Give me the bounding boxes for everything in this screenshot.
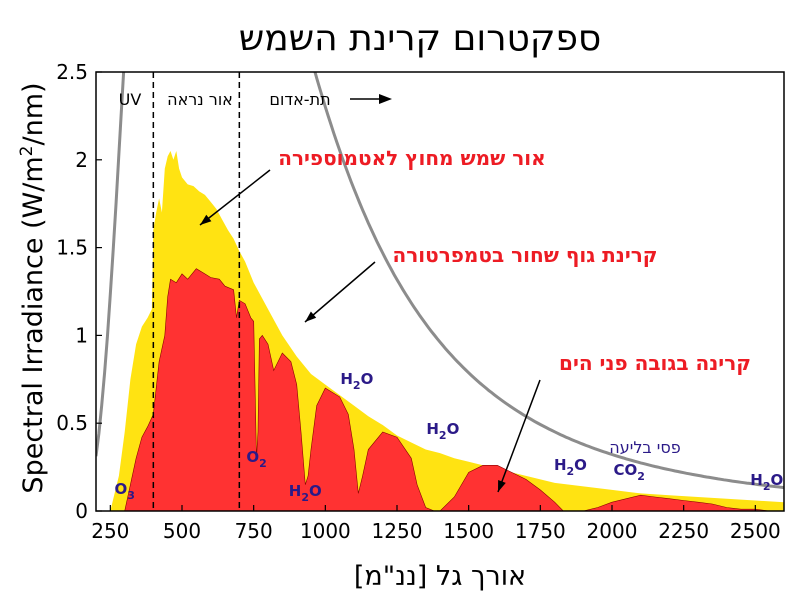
region-label-1: אור נראה [167,90,233,109]
absorption-label: H2O [289,482,322,504]
annotation-arrowhead-sea [498,480,506,492]
y-axis-label: Spectral Irradiance (W/m2/nm) [17,82,49,493]
annotation-arrowhead-bb [305,311,317,322]
absorption-label-tail: O [309,482,322,500]
x-tick-label: 2500 [730,519,781,543]
absorption-label-tail: O [361,370,374,388]
absorption-label: CO2 [613,461,644,483]
absorption-label-base: H [340,370,353,388]
series-sea-level-area [118,268,770,511]
annotation-ext: אור שמש מחוץ לאטמוספירה [278,146,545,170]
x-tick-label: 2000 [587,519,638,543]
absorption-label-sub: 2 [439,429,447,442]
annotation-arrow-sea [497,379,541,493]
absorption-label-base: H [750,471,763,489]
absorption-label-base: H [426,420,439,438]
absorption-label: H2O [554,456,587,478]
annotation-absorption-bands: פסי בליעה [609,438,680,457]
y-tick-label: 1.5 [56,236,88,260]
absorption-label: O2 [246,448,266,470]
axes: 0 0.5 1 1.5 2 2.5 250 500 750 1000 1250 1500 1750 200… [17,60,785,592]
absorption-label-sub: 2 [259,457,267,470]
absorption-label: H2O [750,471,783,493]
infrared-arrow [350,94,392,104]
absorption-label-base: O [114,480,127,498]
annotation-arrow-ext [199,169,271,226]
y-axis-label-main: Spectral Irradiance (W/m [18,156,49,493]
x-tick-label: 1750 [515,519,566,543]
plot-area [96,72,784,511]
absorption-label-tail: O [771,471,784,489]
absorption-label-tail: O [447,420,460,438]
absorption-label-sub: 2 [301,491,309,504]
region-label-2: תת-אדום [269,90,330,109]
absorption-label-base: O [246,448,259,466]
absorption-label: O3 [114,480,134,502]
x-tick-label: 500 [163,519,201,543]
annotation-sea: קרינה בגובה פני הים [559,351,751,375]
absorption-label-sub: 2 [353,379,361,392]
annotation-arrowhead-ext [200,214,212,225]
y-axis-label-sup: 2 [17,145,37,156]
x-tick-label: 1000 [300,519,351,543]
absorption-label-sub: 2 [567,465,575,478]
y-tick-label: 2.5 [56,60,88,84]
x-tick-label: 1250 [372,519,423,543]
x-tick-label: 1500 [443,519,494,543]
y-tick-label: 0 [75,499,88,523]
absorption-label-sub: 2 [763,480,771,493]
region-label-0: UV [119,90,142,109]
plot-frame [95,71,785,512]
series-blackbody-line [96,72,784,490]
absorption-label-base: H [289,482,302,500]
x-axis-label: אורך גל [ננ"מ] [354,561,526,592]
y-tick-label: 1 [75,323,88,347]
absorption-label-sub: 2 [637,470,645,483]
x-tick-label: 750 [235,519,273,543]
annotation-layer: UV אור נראה תת-אדום אור שמש מחוץ לאטמוספירה… [114,90,783,504]
absorption-label-base: H [554,456,567,474]
y-tick-label: 2 [75,148,88,172]
absorption-label-tail: O [574,456,587,474]
x-tick-label: 250 [91,519,129,543]
y-tick-label: 0.5 [56,411,88,435]
absorption-label-base: CO [613,461,637,479]
annotation-bb: קרינת גוף שחור בטמפרטורה [392,243,657,267]
absorption-label: H2O [426,420,459,442]
y-axis-label-tail: /nm) [18,82,49,145]
annotation-arrow-bb [304,261,376,323]
absorption-label-sub: 3 [127,489,135,502]
absorption-label: H2O [340,370,373,392]
infrared-arrow-head [379,94,392,104]
series-group [96,72,784,511]
chart-title: ספקטרום קרינת השמש [239,18,602,59]
x-tick-label: 2250 [658,519,709,543]
